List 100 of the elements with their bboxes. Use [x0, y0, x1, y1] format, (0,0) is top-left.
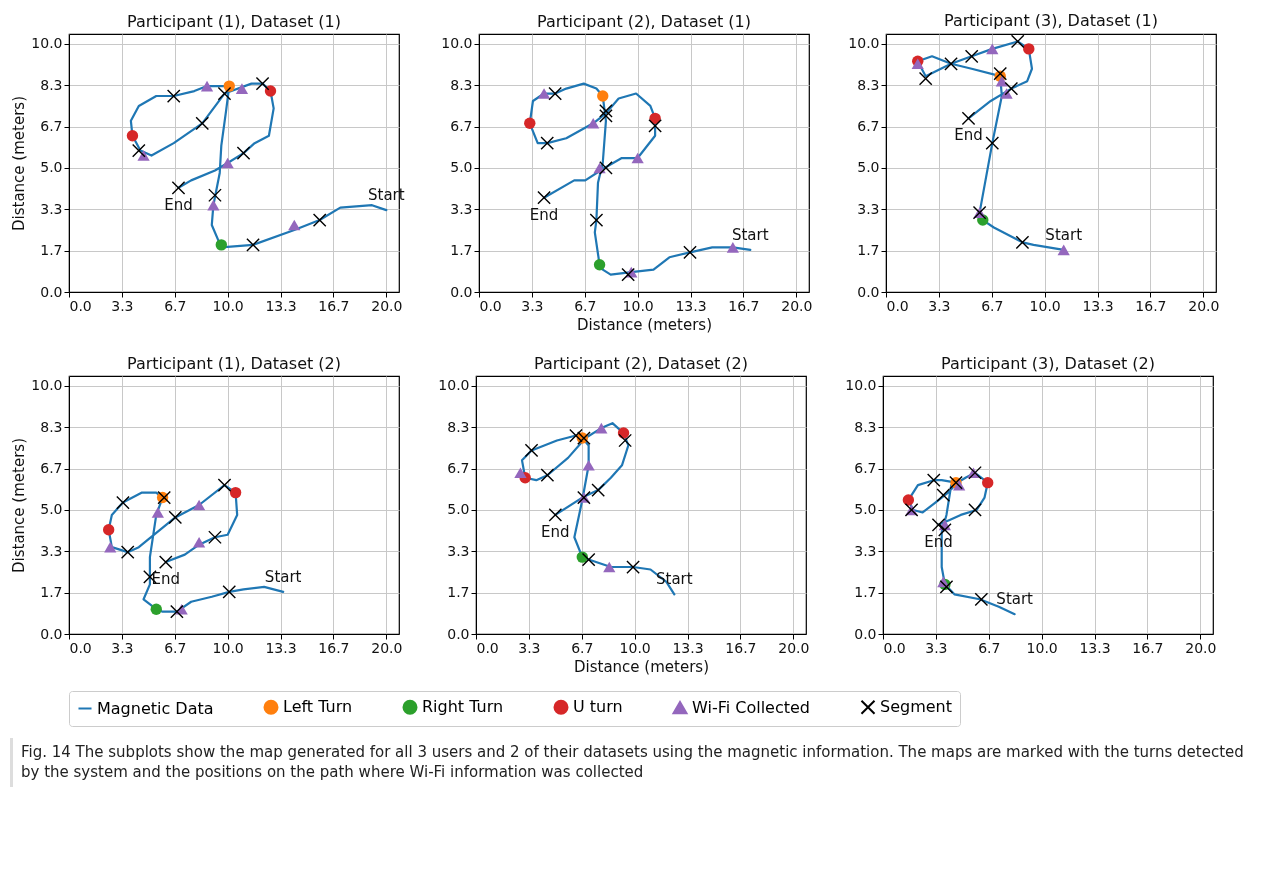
x-axis-title: Distance (meters): [574, 657, 709, 676]
chart-title: Participant (3), Dataset (1): [944, 10, 1158, 30]
annotation: Start: [996, 590, 1034, 609]
x-tick-label: 10.0: [212, 639, 244, 656]
x-tick-label: 10.0: [1026, 639, 1058, 656]
x-tick-label: 16.7: [1132, 639, 1164, 656]
y-tick-label: 3.3: [857, 200, 880, 217]
y-axis-title: Distance (meters): [10, 438, 29, 573]
x-tick-label: 3.3: [111, 297, 134, 314]
chart-title: Participant (1), Dataset (1): [127, 12, 341, 31]
x-tick-label: 3.3: [111, 639, 134, 656]
y-tick-label: 8.3: [40, 418, 63, 435]
y-tick-label: 3.3: [450, 200, 473, 217]
y-tick-label: 5.0: [40, 501, 63, 518]
x-tick-label: 10.0: [1029, 297, 1061, 314]
legend-label: Left Turn: [283, 697, 353, 717]
x-tick-label: 6.7: [164, 297, 187, 314]
x-tick-label: 13.3: [1079, 639, 1111, 656]
x-tick-label: 13.3: [1082, 297, 1114, 314]
y-tick-label: 6.7: [854, 460, 877, 477]
x-tick-label: 20.0: [781, 297, 813, 314]
y-axis-title: Distance (meters): [10, 96, 29, 231]
x-tick-label: 6.7: [164, 639, 187, 656]
caption: Fig. 14 The subplots show the map generated for all 3 users and 2 of their datasets using the magnetic information. The maps are marked with the turns detected by the system and the positions on the path where Wi-Fi information was collected: [10, 738, 1274, 787]
x-tick-label: 3.3: [925, 639, 948, 656]
y-tick-label: 0.0: [854, 625, 877, 642]
x-tick-label: 3.3: [928, 297, 951, 314]
legend-label: Magnetic Data: [97, 698, 214, 718]
y-tick-label: 10.0: [441, 35, 473, 52]
y-tick-label: 8.3: [447, 418, 470, 435]
x-tick-label: 0.0: [476, 639, 499, 656]
x-tick-label: 16.7: [318, 639, 350, 656]
chart-title: Participant (1), Dataset (2): [127, 354, 341, 373]
annotation: End: [541, 522, 570, 541]
y-tick-label: 0.0: [40, 283, 63, 300]
y-tick-label: 3.3: [854, 542, 877, 559]
y-tick-label: 10.0: [848, 35, 880, 52]
x-tick-label: 20.0: [778, 639, 810, 656]
x-tick-label: 13.3: [672, 639, 704, 656]
y-tick-label: 3.3: [447, 542, 470, 559]
annotation: End: [529, 205, 559, 224]
chart-title: Participant (3), Dataset (2): [941, 354, 1155, 373]
y-tick-label: 3.3: [40, 542, 63, 559]
annotation: Start: [264, 567, 302, 586]
y-tick-label: 10.0: [845, 377, 877, 394]
legend-label: Wi-Fi Collected: [692, 697, 811, 717]
x-tick-label: 3.3: [521, 297, 544, 314]
x-tick-label: 0.0: [886, 297, 909, 314]
x-tick-label: 20.0: [371, 297, 403, 314]
annotation: End: [954, 126, 983, 145]
y-tick-label: 10.0: [31, 377, 63, 394]
y-tick-label: 10.0: [438, 377, 470, 394]
x-tick-label: 16.7: [728, 297, 760, 314]
x-tick-label: 6.7: [571, 639, 594, 656]
y-tick-label: 8.3: [857, 76, 880, 93]
y-tick-label: 8.3: [450, 76, 473, 93]
y-tick-label: 6.7: [40, 460, 63, 477]
y-tick-label: 5.0: [40, 159, 63, 176]
y-tick-label: 1.7: [447, 584, 470, 601]
legend-label: Segment: [880, 697, 952, 717]
x-tick-label: 6.7: [574, 297, 597, 314]
y-tick-label: 5.0: [854, 501, 877, 518]
y-tick-label: 6.7: [857, 118, 880, 135]
annotation: End: [164, 195, 193, 214]
x-tick-label: 0.0: [479, 297, 502, 314]
x-tick-label: 6.7: [981, 297, 1004, 314]
annotation: Start: [1045, 225, 1083, 244]
y-tick-label: 5.0: [857, 159, 880, 176]
x-tick-label: 10.0: [212, 297, 244, 314]
legend-label: U turn: [573, 697, 623, 717]
y-tick-label: 6.7: [40, 118, 63, 135]
x-tick-label: 0.0: [69, 297, 92, 314]
y-tick-label: 1.7: [857, 242, 880, 259]
y-tick-label: 10.0: [31, 35, 63, 52]
annotation: End: [151, 570, 181, 589]
x-tick-label: 6.7: [978, 639, 1001, 656]
x-tick-label: 13.3: [265, 297, 297, 314]
y-tick-label: 1.7: [40, 584, 63, 601]
x-tick-label: 16.7: [318, 297, 350, 314]
x-tick-label: 10.0: [619, 639, 651, 656]
x-tick-label: 13.3: [675, 297, 707, 314]
y-tick-label: 6.7: [450, 118, 473, 135]
y-tick-label: 5.0: [450, 159, 473, 176]
x-tick-label: 20.0: [371, 639, 403, 656]
y-tick-label: 6.7: [447, 460, 470, 477]
x-tick-label: 16.7: [1135, 297, 1167, 314]
chart-title: Participant (2), Dataset (2): [534, 354, 748, 373]
y-tick-label: 0.0: [447, 625, 470, 642]
x-tick-label: 16.7: [725, 639, 757, 656]
y-tick-label: 1.7: [40, 242, 63, 259]
y-tick-label: 0.0: [40, 625, 63, 642]
x-tick-label: 20.0: [1188, 297, 1220, 314]
y-tick-label: 0.0: [450, 283, 473, 300]
y-tick-label: 3.3: [40, 200, 63, 217]
x-axis-title: Distance (meters): [577, 315, 712, 334]
y-tick-label: 1.7: [854, 584, 877, 601]
x-tick-label: 0.0: [883, 639, 906, 656]
y-tick-label: 5.0: [447, 501, 470, 518]
legend-label: Right Turn: [422, 697, 504, 717]
x-tick-label: 10.0: [622, 297, 654, 314]
